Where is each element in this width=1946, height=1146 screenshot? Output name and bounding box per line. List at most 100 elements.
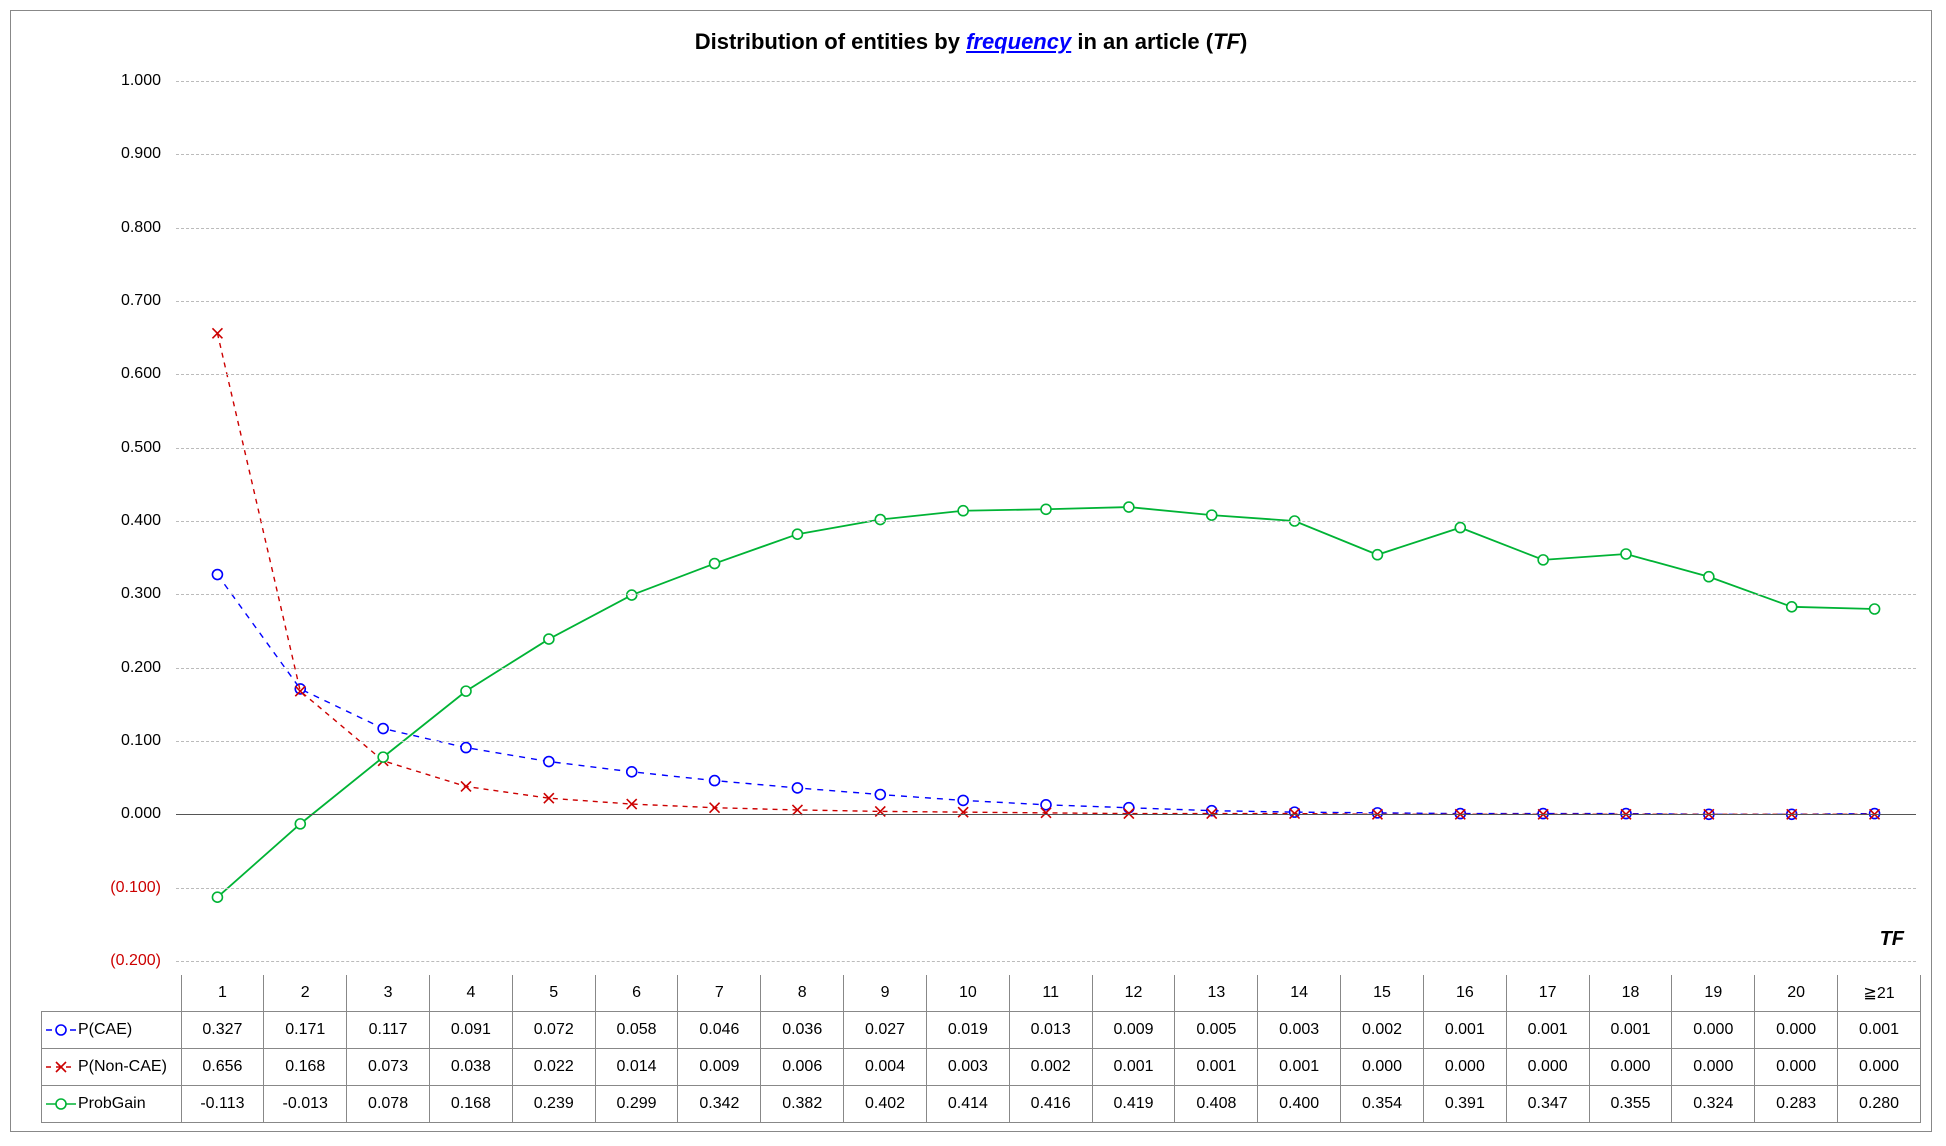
category-cell: 9 — [844, 975, 927, 1012]
gridline — [176, 594, 1916, 595]
value-cell: 0.001 — [1258, 1049, 1341, 1086]
y-tick-label: 0.100 — [121, 732, 161, 750]
value-cell: 0.342 — [678, 1086, 761, 1123]
value-cell: 0.171 — [264, 1012, 347, 1049]
category-cell: 3 — [347, 975, 430, 1012]
value-cell: 0.000 — [1423, 1049, 1506, 1086]
value-cell: 0.091 — [429, 1012, 512, 1049]
category-cell: 15 — [1341, 975, 1424, 1012]
series-name: P(CAE) — [78, 1021, 132, 1038]
value-cell: 0.299 — [595, 1086, 678, 1123]
value-cell: 0.391 — [1423, 1086, 1506, 1123]
category-cell: 17 — [1506, 975, 1589, 1012]
series-header: ProbGain — [42, 1086, 182, 1123]
y-tick-label: 0.000 — [121, 805, 161, 823]
value-cell: 0.014 — [595, 1049, 678, 1086]
value-cell: 0.000 — [1589, 1049, 1672, 1086]
category-cell: 11 — [1009, 975, 1092, 1012]
value-cell: 0.001 — [1423, 1012, 1506, 1049]
value-cell: 0.019 — [926, 1012, 1009, 1049]
category-cell: 10 — [926, 975, 1009, 1012]
value-cell: 0.009 — [678, 1049, 761, 1086]
value-cell: 0.656 — [181, 1049, 264, 1086]
gridline — [176, 814, 1916, 815]
value-cell: 0.046 — [678, 1012, 761, 1049]
category-cell: 4 — [429, 975, 512, 1012]
value-cell: 0.000 — [1506, 1049, 1589, 1086]
value-cell: -0.013 — [264, 1086, 347, 1123]
gridline — [176, 741, 1916, 742]
plot-area: TF 1.0000.9000.8000.7000.6000.5000.4000.… — [176, 81, 1916, 961]
gridline — [176, 448, 1916, 449]
y-tick-label: 0.600 — [121, 365, 161, 383]
value-cell: 0.400 — [1258, 1086, 1341, 1123]
series-name: ProbGain — [78, 1095, 146, 1112]
value-cell: 0.022 — [512, 1049, 595, 1086]
y-tick-label: (0.100) — [110, 879, 161, 897]
category-cell: 12 — [1092, 975, 1175, 1012]
category-cell: 18 — [1589, 975, 1672, 1012]
value-cell: 0.283 — [1755, 1086, 1838, 1123]
value-cell: 0.001 — [1175, 1049, 1258, 1086]
value-cell: 0.280 — [1838, 1086, 1921, 1123]
value-cell: 0.009 — [1092, 1012, 1175, 1049]
y-tick-label: 0.500 — [121, 439, 161, 457]
value-cell: 0.419 — [1092, 1086, 1175, 1123]
value-cell: 0.036 — [761, 1012, 844, 1049]
category-cell: 14 — [1258, 975, 1341, 1012]
value-cell: 0.408 — [1175, 1086, 1258, 1123]
value-cell: 0.073 — [347, 1049, 430, 1086]
series-row: P(Non-CAE)0.6560.1680.0730.0380.0220.014… — [42, 1049, 1921, 1086]
gridline — [176, 961, 1916, 962]
category-cell: ≧21 — [1838, 975, 1921, 1012]
value-cell: 0.072 — [512, 1012, 595, 1049]
y-tick-label: 0.800 — [121, 219, 161, 237]
title-frequency-word: frequency — [966, 29, 1071, 54]
gridline — [176, 888, 1916, 889]
value-cell: 0.168 — [429, 1086, 512, 1123]
value-cell: 0.000 — [1672, 1012, 1755, 1049]
value-cell: 0.000 — [1672, 1049, 1755, 1086]
series-name: P(Non-CAE) — [78, 1058, 167, 1075]
value-cell: 0.000 — [1341, 1049, 1424, 1086]
y-tick-label: 0.400 — [121, 512, 161, 530]
value-cell: 0.000 — [1755, 1012, 1838, 1049]
value-cell: 0.002 — [1009, 1049, 1092, 1086]
x-axis-label: TF — [1880, 928, 1904, 951]
category-cell: 6 — [595, 975, 678, 1012]
category-row: 1234567891011121314151617181920≧21 — [42, 975, 1921, 1012]
category-cell: 2 — [264, 975, 347, 1012]
title-prefix: Distribution of entities by — [695, 29, 966, 54]
value-cell: 0.001 — [1838, 1012, 1921, 1049]
category-cell: 1 — [181, 975, 264, 1012]
value-cell: 0.414 — [926, 1086, 1009, 1123]
gridline — [176, 81, 1916, 82]
series-row: ProbGain-0.113-0.0130.0780.1680.2390.299… — [42, 1086, 1921, 1123]
gridline — [176, 374, 1916, 375]
value-cell: 0.013 — [1009, 1012, 1092, 1049]
value-cell: 0.006 — [761, 1049, 844, 1086]
y-tick-label: 0.700 — [121, 292, 161, 310]
value-cell: 0.239 — [512, 1086, 595, 1123]
value-cell: 0.327 — [181, 1012, 264, 1049]
value-cell: 0.027 — [844, 1012, 927, 1049]
value-cell: 0.003 — [1258, 1012, 1341, 1049]
gridline — [176, 228, 1916, 229]
value-cell: 0.354 — [1341, 1086, 1424, 1123]
value-cell: 0.117 — [347, 1012, 430, 1049]
series-line — [217, 507, 1874, 897]
y-tick-label: (0.200) — [110, 952, 161, 970]
value-cell: 0.355 — [1589, 1086, 1672, 1123]
gridline — [176, 668, 1916, 669]
gridline — [176, 521, 1916, 522]
y-tick-label: 0.300 — [121, 585, 161, 603]
value-cell: 0.002 — [1341, 1012, 1424, 1049]
series-header: P(CAE) — [42, 1012, 182, 1049]
category-cell: 5 — [512, 975, 595, 1012]
y-tick-label: 0.200 — [121, 659, 161, 677]
value-cell: 0.000 — [1755, 1049, 1838, 1086]
value-cell: 0.038 — [429, 1049, 512, 1086]
value-cell: 0.001 — [1589, 1012, 1672, 1049]
category-cell: 16 — [1423, 975, 1506, 1012]
gridline — [176, 301, 1916, 302]
